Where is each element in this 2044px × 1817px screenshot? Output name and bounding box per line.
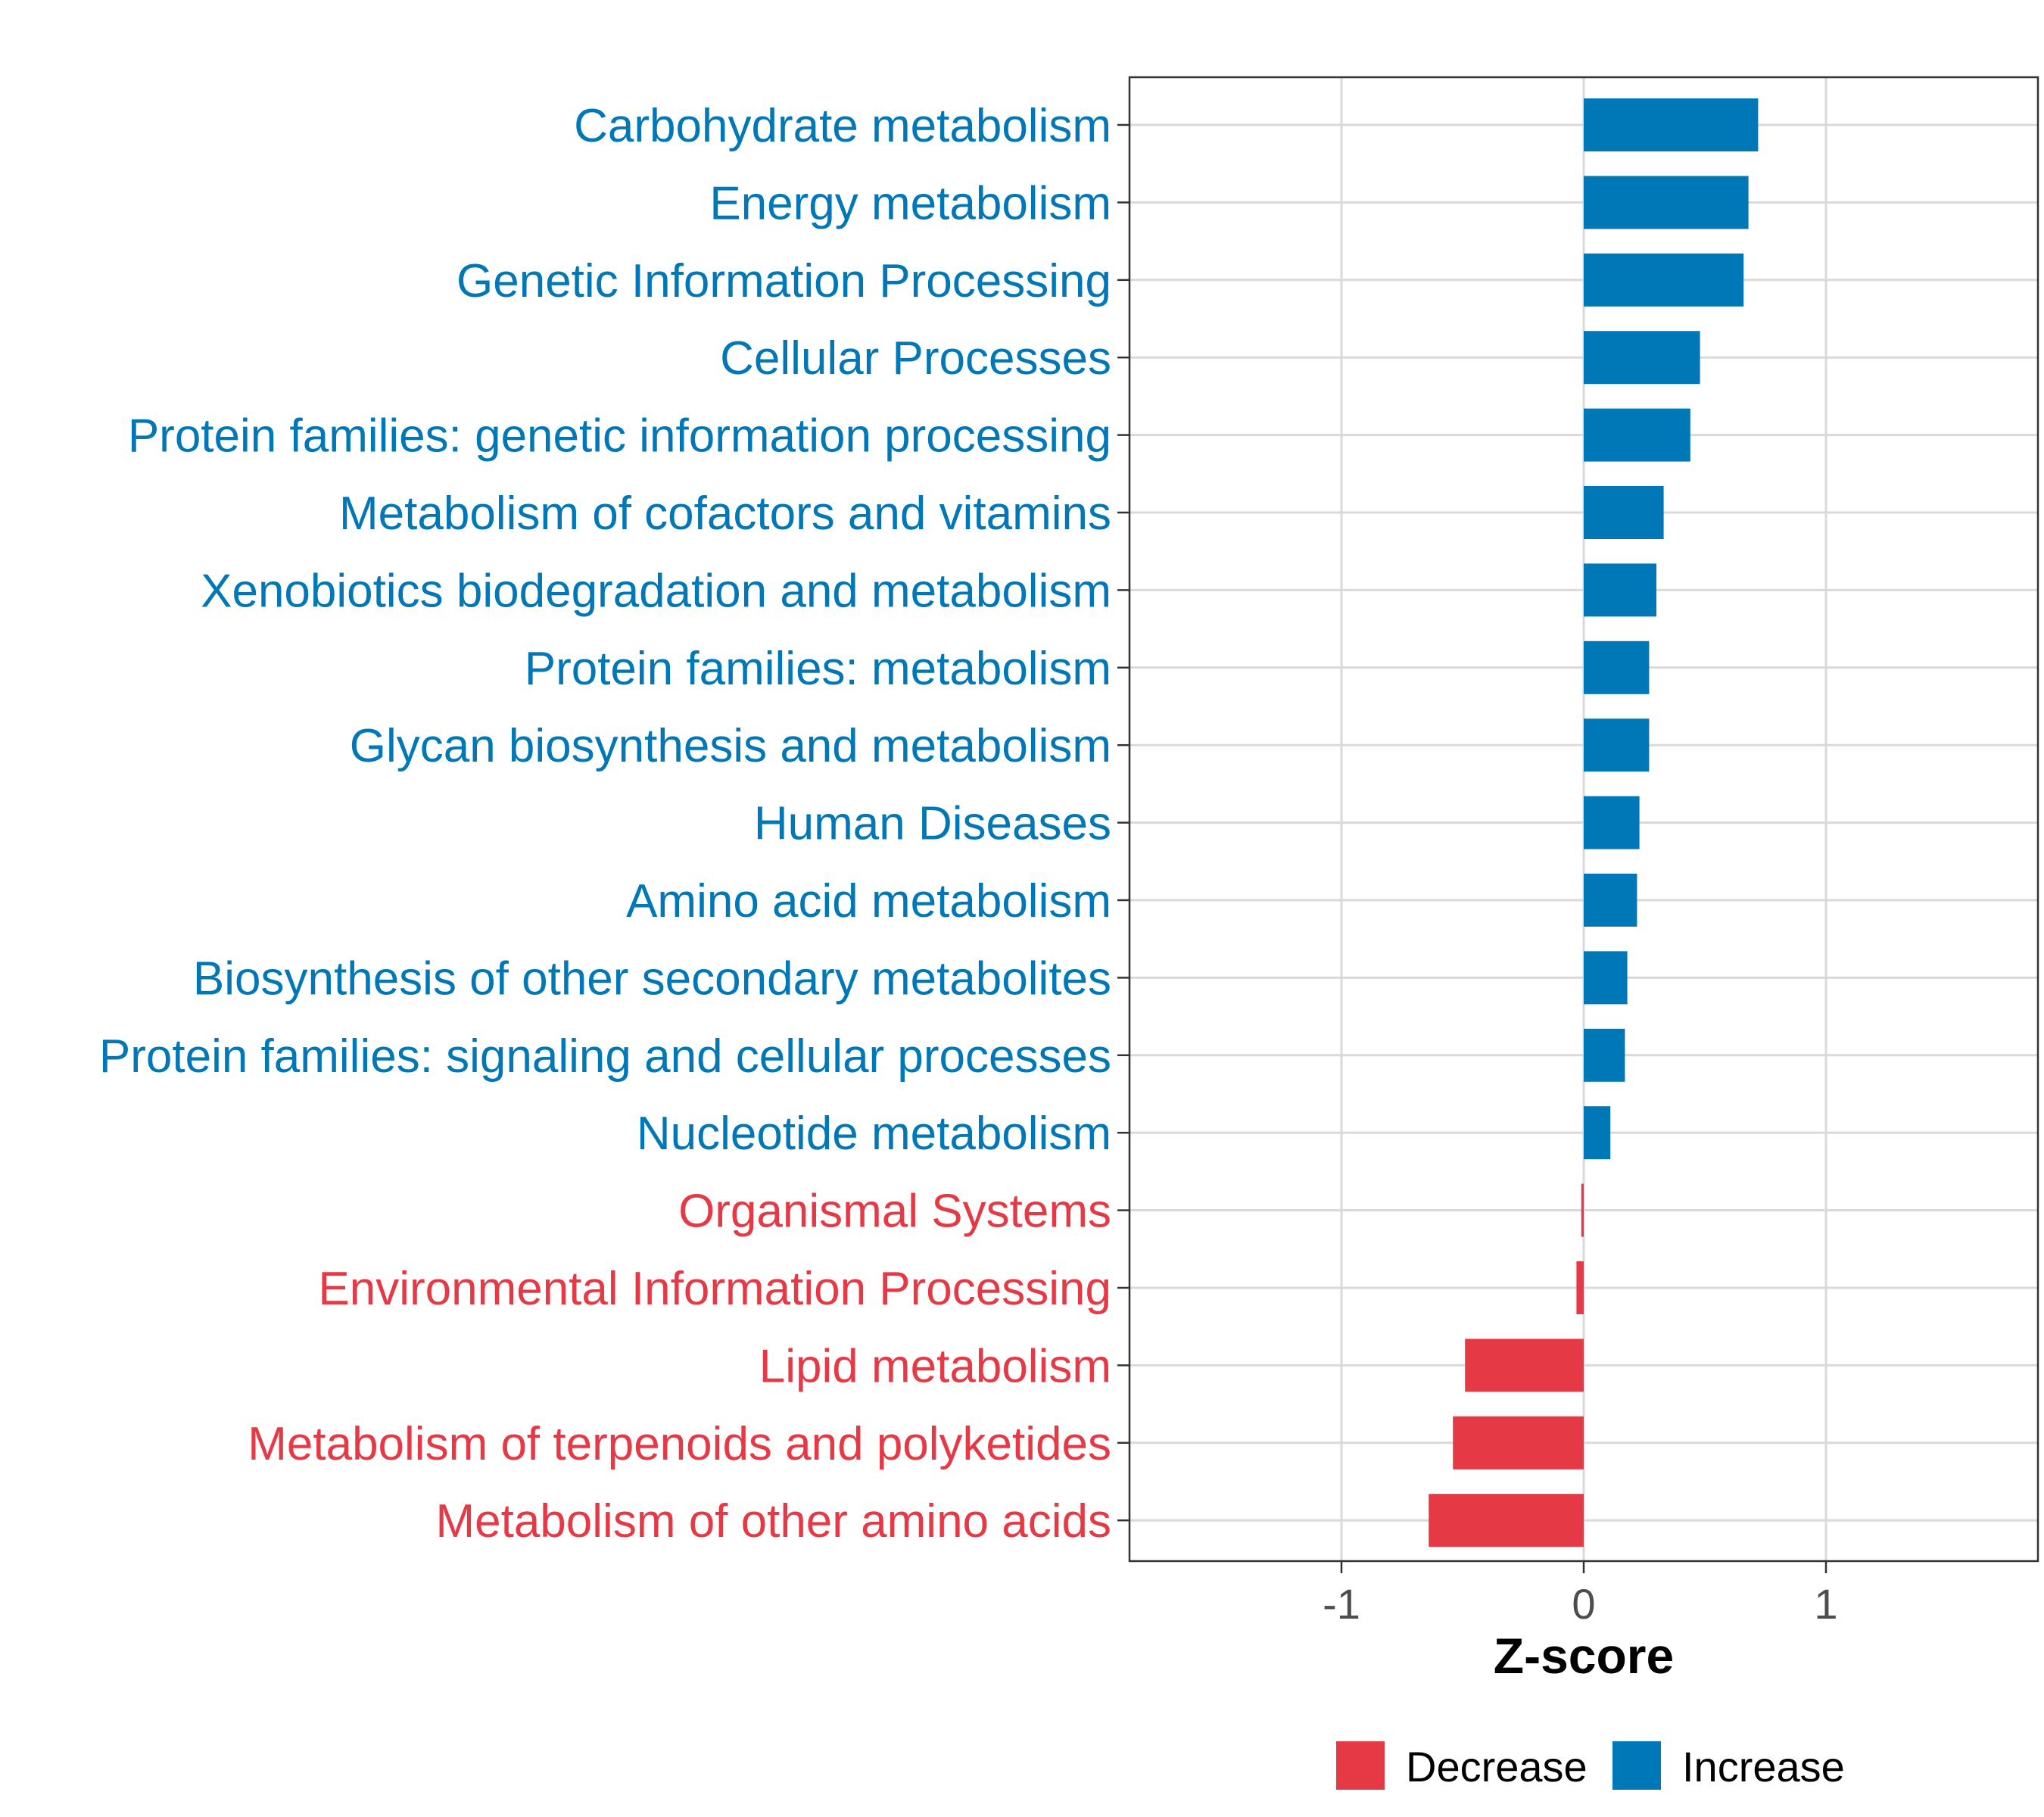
legend-swatch-increase xyxy=(1612,1741,1661,1790)
x-tick-label: -1 xyxy=(1323,1580,1360,1628)
y-tick-label: Lipid metabolism xyxy=(759,1340,1111,1392)
y-tick-label: Biosynthesis of other secondary metaboli… xyxy=(193,952,1111,1005)
bars xyxy=(1429,98,1759,1547)
bar xyxy=(1584,563,1656,617)
bar xyxy=(1584,408,1690,462)
y-tick-label: Carbohydrate metabolism xyxy=(574,100,1111,152)
y-tick-label: Protein families: signaling and cellular… xyxy=(99,1030,1111,1083)
bar xyxy=(1581,1183,1584,1237)
bar xyxy=(1453,1416,1584,1469)
bar xyxy=(1584,874,1637,927)
bar xyxy=(1584,486,1664,539)
x-axis-label: Z-score xyxy=(1494,1628,1674,1684)
bar xyxy=(1584,640,1650,694)
legend-label-decrease: Decrease xyxy=(1406,1743,1588,1791)
y-tick-label: Nucleotide metabolism xyxy=(637,1108,1111,1160)
x-tick-label: 1 xyxy=(1814,1580,1837,1628)
y-tick-label: Cellular Processes xyxy=(720,332,1111,385)
bar xyxy=(1584,951,1628,1005)
y-tick-label: Amino acid metabolism xyxy=(626,875,1111,927)
bar xyxy=(1584,253,1744,307)
bar xyxy=(1584,176,1749,229)
bar xyxy=(1584,98,1759,151)
y-tick-label: Environmental Information Processing xyxy=(318,1263,1111,1315)
y-tick-label: Protein families: metabolism xyxy=(525,643,1111,695)
legend-label-increase: Increase xyxy=(1682,1743,1845,1791)
y-tick-label: Xenobiotics biodegradation and metabolis… xyxy=(201,565,1111,617)
bar xyxy=(1584,331,1700,385)
y-tick-label: Metabolism of other amino acids xyxy=(435,1495,1111,1547)
y-tick-label: Protein families: genetic information pr… xyxy=(128,410,1111,463)
y-tick-label: Human Diseases xyxy=(754,798,1111,850)
y-axis: Carbohydrate metabolism Energy metabolism… xyxy=(99,100,1129,1547)
bar xyxy=(1584,1028,1625,1082)
x-axis: -1 0 1 xyxy=(1323,1561,1838,1628)
bar xyxy=(1576,1261,1584,1314)
bar xyxy=(1584,796,1640,849)
bar xyxy=(1584,718,1650,772)
legend-swatch-decrease xyxy=(1336,1741,1385,1790)
x-tick-label: 0 xyxy=(1572,1580,1595,1628)
bar xyxy=(1465,1339,1584,1392)
y-tick-label: Metabolism of cofactors and vitamins xyxy=(339,488,1111,540)
bar xyxy=(1429,1494,1584,1547)
y-tick-label: Organismal Systems xyxy=(678,1186,1111,1238)
y-tick-label: Metabolism of terpenoids and polyketides xyxy=(248,1418,1111,1470)
bar xyxy=(1584,1106,1611,1160)
y-tick-label: Genetic Information Processing xyxy=(456,255,1111,307)
y-tick-label: Energy metabolism xyxy=(709,177,1111,229)
legend: Decrease Increase xyxy=(1336,1741,1845,1791)
y-tick-label: Glycan biosynthesis and metabolism xyxy=(350,720,1111,772)
